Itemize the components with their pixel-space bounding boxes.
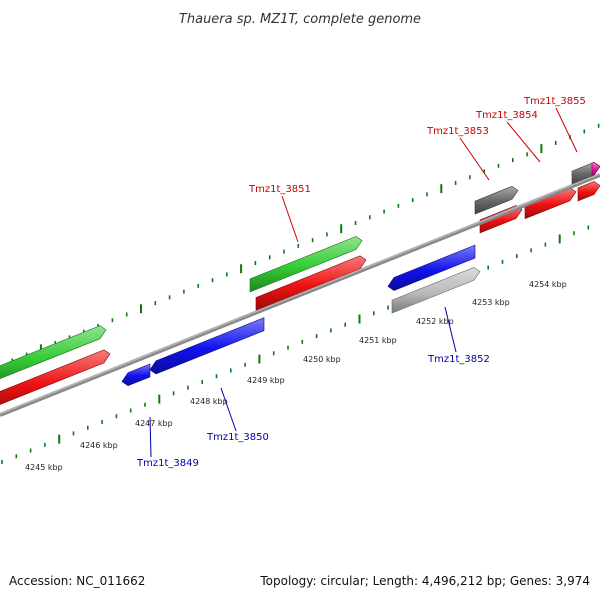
gene-label-tmz1t-3851[interactable]: Tmz1t_3851 bbox=[248, 184, 311, 195]
label-leader-tmz1t-3850 bbox=[220, 387, 237, 432]
gene-label-tmz1t-3855[interactable]: Tmz1t_3855 bbox=[523, 96, 586, 107]
scale-label: 4253 kbp bbox=[472, 298, 510, 307]
label-leader-tmz1t-3851 bbox=[281, 195, 299, 243]
gene-tmz1t-3852-upper[interactable] bbox=[387, 244, 476, 291]
gene-forward-left[interactable] bbox=[0, 349, 111, 413]
gene-rna-left[interactable] bbox=[0, 325, 107, 387]
scale-label: 4248 kbp bbox=[190, 397, 228, 406]
gene-tmz1t-3851[interactable] bbox=[255, 255, 367, 311]
gene-label-tmz1t-3850[interactable]: Tmz1t_3850 bbox=[206, 432, 269, 443]
genome-summary-text: Topology: circular; Length: 4,496,212 bp… bbox=[260, 574, 590, 588]
scale-label: 4252 kbp bbox=[416, 317, 454, 326]
scale-label: 4250 kbp bbox=[303, 355, 341, 364]
label-leader-tmz1t-3849 bbox=[149, 416, 152, 458]
scale-label: 4249 kbp bbox=[247, 376, 285, 385]
gene-label-tmz1t-3849[interactable]: Tmz1t_3849 bbox=[136, 458, 199, 469]
scale-label: 4246 kbp bbox=[80, 441, 118, 450]
label-leader-tmz1t-3855 bbox=[555, 107, 578, 153]
gene-tmz1t-3855[interactable] bbox=[577, 181, 600, 202]
accession-text: Accession: NC_011662 bbox=[9, 574, 146, 588]
scale-label: 4245 kbp bbox=[25, 463, 63, 472]
gene-tmz1t-3852-light[interactable] bbox=[391, 266, 481, 314]
gene-label-tmz1t-3852[interactable]: Tmz1t_3852 bbox=[427, 354, 490, 365]
genome-backbone bbox=[0, 173, 600, 417]
gene-tmz1t-3850[interactable] bbox=[149, 317, 265, 375]
scale-label: 4251 kbp bbox=[359, 336, 397, 345]
label-leader-tmz1t-3854 bbox=[506, 121, 541, 163]
gene-label-tmz1t-3854[interactable]: Tmz1t_3854 bbox=[475, 110, 538, 121]
genome-backbone-highlight bbox=[0, 173, 600, 415]
scale-label: 4254 kbp bbox=[529, 280, 567, 289]
gene-other-edge[interactable] bbox=[591, 161, 600, 177]
scale-label: 4247 kbp bbox=[135, 419, 173, 428]
gene-reverse-small[interactable] bbox=[121, 363, 151, 387]
label-leader-tmz1t-3852 bbox=[444, 306, 457, 353]
label-leader-tmz1t-3853 bbox=[459, 137, 490, 181]
map-title: Thauera sp. MZ1T, complete genome bbox=[179, 12, 421, 27]
gene-rna-middle[interactable] bbox=[249, 236, 363, 293]
gene-tmz1t-3853-pseudo[interactable] bbox=[474, 185, 519, 215]
gene-label-tmz1t-3853[interactable]: Tmz1t_3853 bbox=[426, 126, 489, 137]
